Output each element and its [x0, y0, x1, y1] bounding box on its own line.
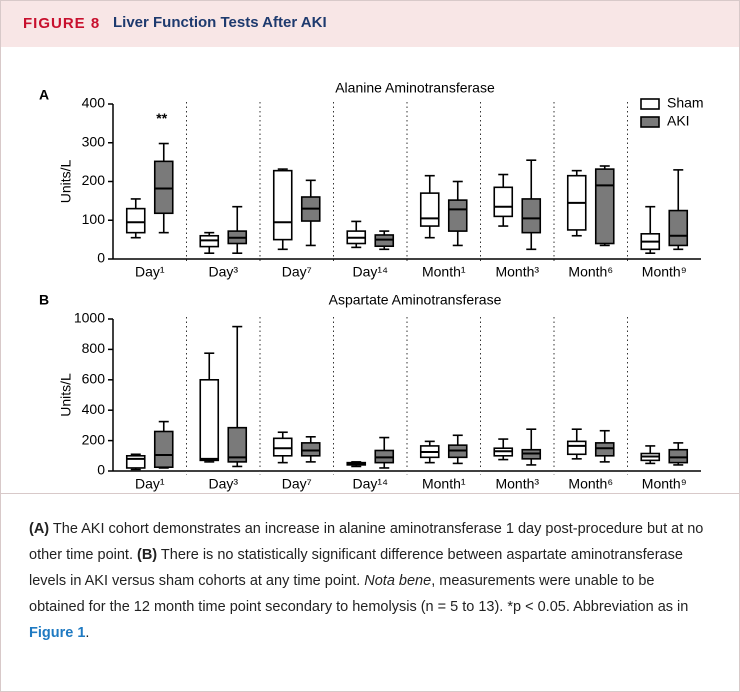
y-tick-label: 1000: [74, 310, 105, 326]
legend-swatch: [640, 116, 660, 128]
x-tick-label: Month³: [495, 264, 539, 280]
x-tick-label: Day¹: [135, 476, 165, 492]
box: [594, 442, 615, 457]
box: [447, 199, 468, 232]
caption-run: (B): [137, 547, 158, 563]
figure-label: FIGURE 8: [23, 15, 101, 32]
box: [493, 186, 514, 218]
x-tick-label: Day¹: [135, 264, 165, 280]
x-tick-label: Month⁹: [642, 476, 687, 492]
y-tick-label: 0: [97, 462, 105, 478]
caption-run: Nota bene: [364, 573, 432, 589]
caption-run: (A): [29, 521, 50, 537]
x-tick-label: Month¹: [422, 476, 466, 492]
box: [566, 440, 587, 456]
x-tick-label: Day³: [208, 264, 238, 280]
significance-annotation: **: [156, 110, 167, 126]
legend-swatch: [640, 98, 660, 110]
box: [199, 378, 220, 462]
box: [594, 168, 615, 245]
x-tick-label: Day¹⁴: [352, 264, 388, 280]
x-tick-label: Month⁹: [642, 264, 687, 280]
x-tick-label: Day⁷: [282, 264, 312, 280]
caption-run: There is no statistically significant di…: [29, 547, 683, 589]
y-axis-label: Units/L: [58, 160, 74, 204]
legend-label: Sham: [667, 95, 704, 111]
y-tick-label: 100: [82, 211, 106, 227]
box: [125, 207, 146, 234]
y-axis-label: Units/L: [58, 373, 74, 417]
caption-run: .: [85, 625, 90, 641]
box: [300, 442, 321, 457]
x-tick-label: Month³: [495, 476, 539, 492]
caption: (A) The AKI cohort demonstrates an incre…: [1, 493, 739, 691]
panel-label: A: [39, 87, 49, 103]
y-tick-label: 400: [82, 401, 106, 417]
x-tick-label: Day¹⁴: [352, 476, 388, 492]
chart-title: Aspartate Aminotransferase: [329, 292, 502, 308]
box: [668, 209, 689, 247]
figure-header: FIGURE 8 Liver Function Tests After AKI: [1, 1, 739, 47]
legend-label: AKI: [667, 113, 690, 129]
charts: A Alanine Aminotransferase Units/L 0 100 200 3…: [39, 80, 704, 492]
y-tick-label: 800: [82, 340, 106, 356]
box: [668, 448, 689, 464]
box: [521, 198, 542, 234]
box: [272, 169, 293, 241]
box: [125, 454, 146, 469]
box: [153, 430, 174, 469]
caption-run: , measurements were unable to be obtaine…: [29, 573, 689, 615]
x-tick-label: Month⁶: [568, 264, 613, 280]
y-tick-label: 0: [97, 250, 105, 266]
x-tick-label: Month¹: [422, 264, 466, 280]
y-tick-label: 200: [82, 172, 106, 188]
box: [153, 160, 174, 215]
caption-text: (A) The AKI cohort demonstrates an incre…: [29, 516, 711, 646]
box: [272, 437, 293, 457]
y-tick-label: 600: [82, 371, 106, 387]
caption-run: The AKI cohort demonstrates an increase …: [29, 521, 704, 563]
figure-link[interactable]: Figure 1: [29, 625, 86, 641]
x-tick-label: Month⁶: [568, 476, 613, 492]
box: [419, 192, 440, 227]
x-tick-label: Day⁷: [282, 476, 312, 492]
x-tick-label: Day³: [208, 476, 238, 492]
y-tick-label: 300: [82, 133, 106, 149]
panel-label: B: [39, 292, 49, 308]
chart-title: Alanine Aminotransferase: [335, 80, 495, 96]
y-tick-label: 400: [82, 95, 106, 111]
box: [227, 426, 248, 463]
y-tick-label: 200: [82, 431, 106, 447]
figure-title: Liver Function Tests After AKI: [113, 14, 327, 31]
